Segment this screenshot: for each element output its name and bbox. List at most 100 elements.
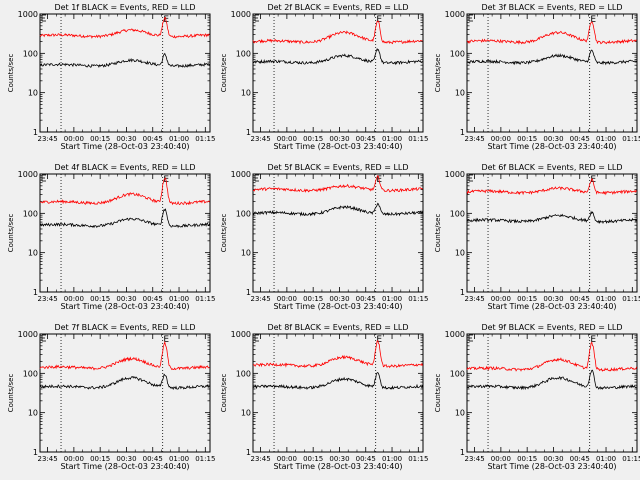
y-axis-label: Counts/sec	[7, 214, 15, 253]
event-annotation: E	[590, 175, 596, 185]
y-tick-label: 1	[460, 448, 465, 457]
x-tick-label: 00:30	[116, 455, 136, 463]
plot-frame	[252, 13, 424, 133]
y-tick-label: 1000	[445, 170, 465, 179]
x-axis-label: Start Time (28-Oct-03 23:40:40)	[273, 462, 402, 471]
x-axis-label: Start Time (28-Oct-03 23:40:40)	[273, 142, 402, 151]
x-tick-label: 00:00	[277, 295, 297, 303]
y-axis-label: Counts/sec	[7, 54, 15, 93]
x-tick-label: 01:15	[408, 135, 428, 143]
x-tick-label: 23:45	[37, 455, 57, 463]
event-annotation: E	[376, 15, 382, 25]
x-tick-label: 00:00	[491, 135, 511, 143]
x-tick-label: 00:45	[356, 295, 376, 303]
x-axis-label: Start Time (28-Oct-03 23:40:40)	[487, 462, 616, 471]
series-lld-line	[466, 341, 637, 372]
y-tick-label: 100	[236, 49, 251, 58]
event-annotation: E	[163, 15, 169, 25]
panel-title: Det 9f BLACK = Events, RED = LLD	[481, 323, 622, 332]
y-tick-label: 10	[241, 409, 251, 418]
plot-frame	[39, 173, 211, 293]
x-tick-label: 00:30	[543, 135, 563, 143]
panel-title: Det 5f BLACK = Events, RED = LLD	[267, 163, 408, 172]
x-tick-label: 00:15	[517, 295, 537, 303]
plot-frame	[466, 13, 638, 133]
plot-frame	[252, 333, 424, 453]
x-axis-label: Start Time (28-Oct-03 23:40:40)	[60, 462, 189, 471]
series-lld-line	[466, 21, 637, 45]
y-tick-label: 1000	[18, 10, 38, 19]
x-axis-label: Start Time (28-Oct-03 23:40:40)	[487, 142, 616, 151]
x-tick-label: 00:30	[543, 455, 563, 463]
y-axis-label: Counts/sec	[220, 54, 228, 93]
event-annotation: E	[590, 15, 596, 25]
x-axis-label: Start Time (28-Oct-03 23:40:40)	[273, 302, 402, 311]
y-tick-label: 100	[23, 369, 38, 378]
series-lld-line	[252, 174, 423, 193]
x-tick-label: 23:45	[250, 295, 270, 303]
panel-title: Det 2f BLACK = Events, RED = LLD	[267, 3, 408, 12]
y-axis-label: Counts/sec	[434, 374, 442, 413]
panel-title: Det 6f BLACK = Events, RED = LLD	[481, 163, 622, 172]
x-tick-label: 00:45	[570, 455, 590, 463]
x-tick-label: 00:15	[517, 135, 537, 143]
series-events-line	[39, 208, 210, 229]
series-events-line	[252, 371, 423, 391]
x-tick-label: 00:15	[90, 455, 110, 463]
x-tick-label: 00:15	[90, 135, 110, 143]
x-tick-label: 00:00	[491, 295, 511, 303]
y-tick-label: 1000	[18, 330, 38, 339]
y-tick-label: 10	[241, 89, 251, 98]
x-tick-label: 23:45	[37, 135, 57, 143]
detector-panel-7: Det 7f BLACK = Events, RED = LLD 1 10 100 10…	[7, 323, 215, 471]
x-tick-label: 01:00	[382, 295, 402, 303]
x-tick-label: 01:00	[169, 135, 189, 143]
x-tick-label: 01:00	[169, 455, 189, 463]
series-lld-line	[252, 20, 423, 45]
x-tick-label: 01:15	[408, 295, 428, 303]
panel-title: Det 8f BLACK = Events, RED = LLD	[267, 323, 408, 332]
y-axis-label: Counts/sec	[434, 214, 442, 253]
y-tick-label: 1000	[445, 330, 465, 339]
x-tick-label: 00:45	[570, 295, 590, 303]
series-events-line	[466, 369, 637, 391]
y-tick-label: 10	[455, 409, 465, 418]
x-tick-label: 23:45	[250, 455, 270, 463]
x-tick-label: 23:45	[464, 455, 484, 463]
y-tick-label: 1	[33, 128, 38, 137]
x-tick-label: 01:00	[382, 135, 402, 143]
plot-frame	[39, 333, 211, 453]
detector-panel-3: Det 3f BLACK = Events, RED = LLD 1 10 100 10…	[434, 3, 640, 151]
x-tick-label: 00:45	[356, 135, 376, 143]
y-tick-label: 100	[23, 49, 38, 58]
series-lld-line	[466, 178, 637, 196]
x-tick-label: 23:45	[37, 295, 57, 303]
event-annotation: E	[163, 335, 169, 345]
x-tick-label: 00:00	[64, 295, 84, 303]
x-tick-label: 00:45	[143, 455, 163, 463]
x-tick-label: 01:00	[382, 455, 402, 463]
y-tick-label: 10	[28, 249, 38, 258]
y-axis-label: Counts/sec	[434, 54, 442, 93]
x-tick-label: 01:15	[195, 295, 215, 303]
x-tick-label: 00:30	[116, 295, 136, 303]
x-tick-label: 00:30	[329, 295, 349, 303]
detector-panel-8: Det 8f BLACK = Events, RED = LLD 1 10 100 10…	[220, 323, 428, 471]
x-tick-label: 00:45	[570, 135, 590, 143]
series-events-line	[466, 49, 637, 66]
y-tick-label: 1000	[231, 330, 251, 339]
x-tick-label: 00:15	[303, 295, 323, 303]
series-events-line	[252, 202, 423, 217]
detector-panel-1: Det 1f BLACK = Events, RED = LLD 1 10 100 10…	[7, 3, 215, 151]
detector-panel-4: Det 4f BLACK = Events, RED = LLD 1 10 100 10…	[7, 163, 215, 311]
x-tick-label: 01:15	[622, 295, 640, 303]
panel-title: Det 7f BLACK = Events, RED = LLD	[54, 323, 195, 332]
panel-title: Det 4f BLACK = Events, RED = LLD	[54, 163, 195, 172]
panel-title: Det 1f BLACK = Events, RED = LLD	[54, 3, 195, 12]
y-axis-label: Counts/sec	[220, 374, 228, 413]
x-tick-label: 00:30	[329, 135, 349, 143]
x-tick-label: 00:00	[64, 135, 84, 143]
detector-panel-9: Det 9f BLACK = Events, RED = LLD 1 10 100 10…	[434, 323, 640, 471]
x-axis-label: Start Time (28-Oct-03 23:40:40)	[60, 302, 189, 311]
